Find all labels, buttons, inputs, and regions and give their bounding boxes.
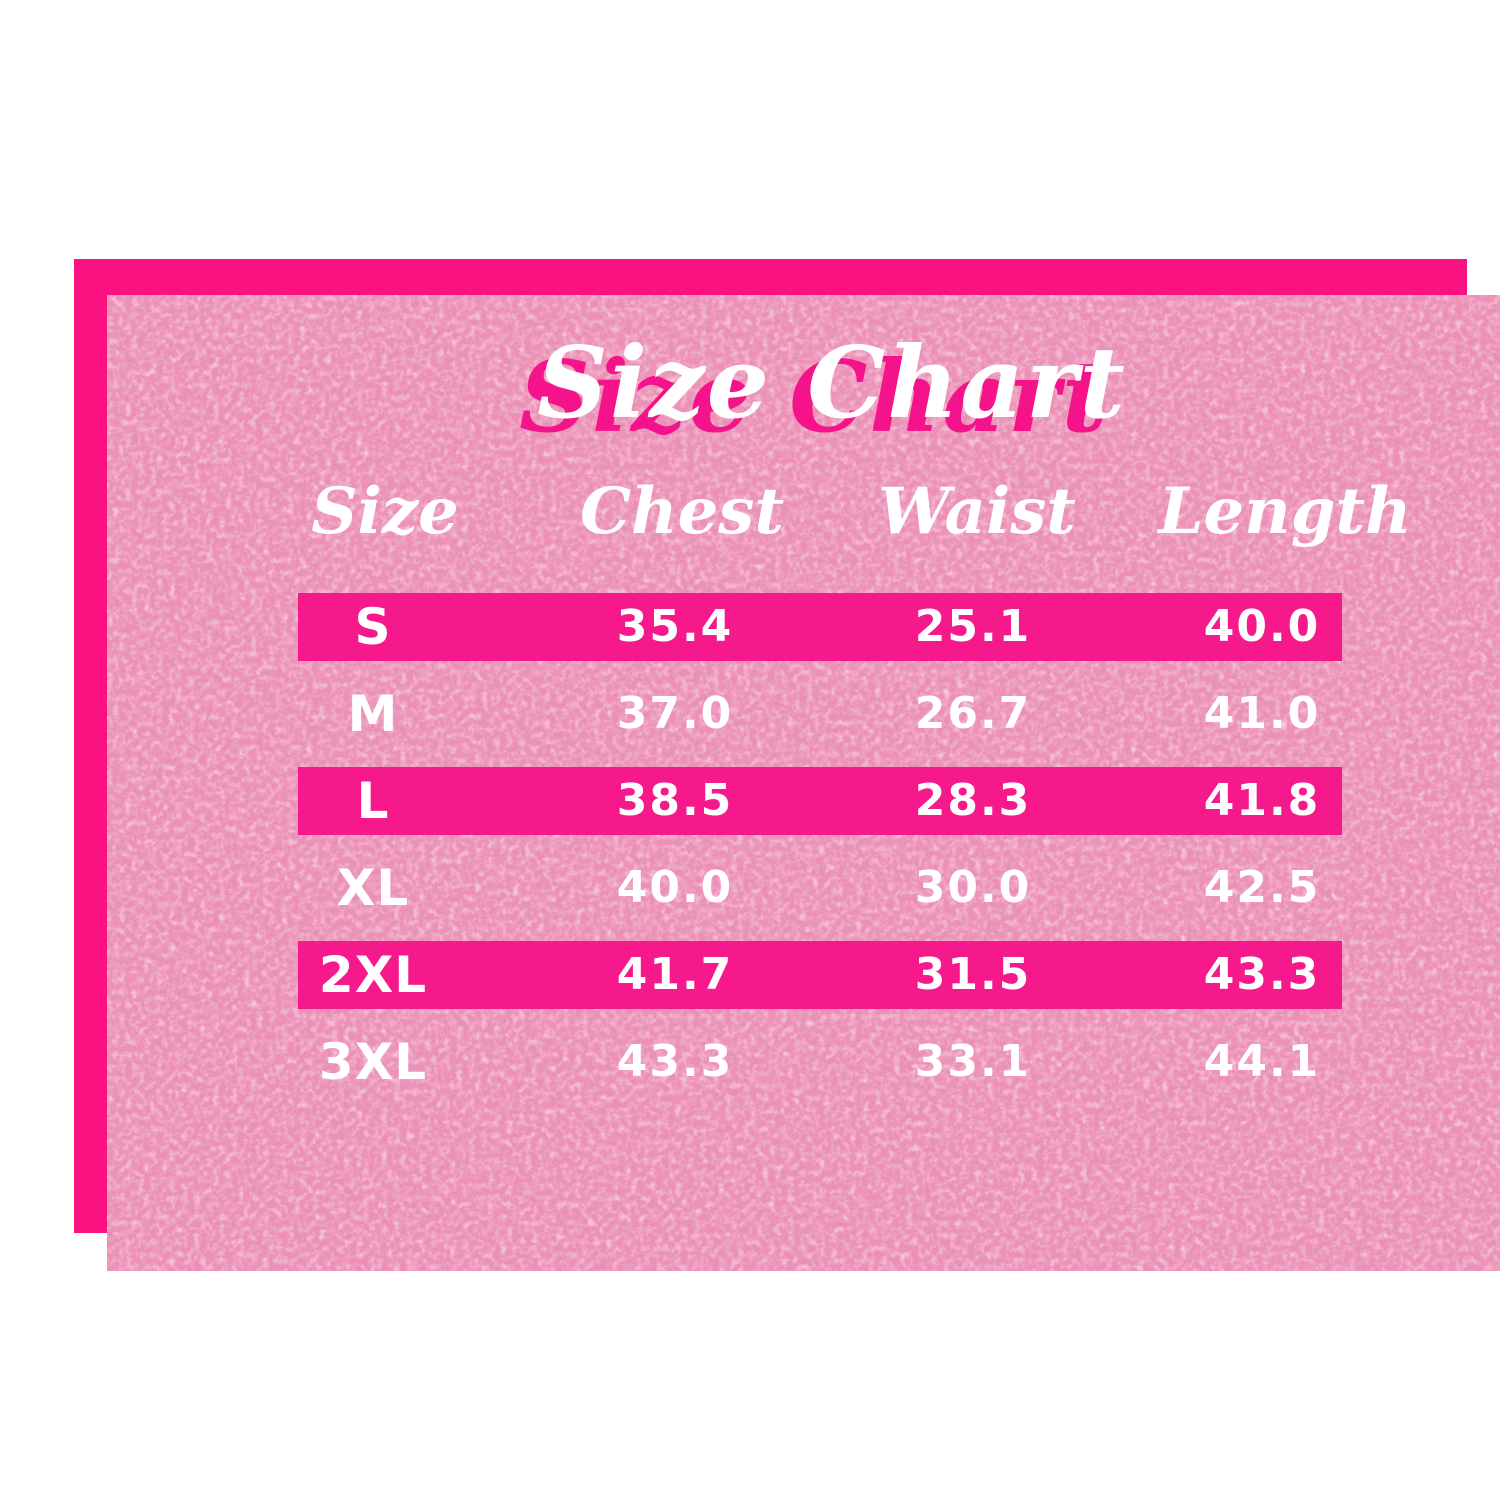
waist-cell: 31.5 [914,949,1032,1000]
table-row: L 38.5 28.3 41.8 [298,767,1342,835]
waist-cell: 28.3 [914,775,1032,826]
table-row: 3XL 43.3 33.1 44.1 [298,1028,1342,1096]
table-row: XL 40.0 30.0 42.5 [298,854,1342,922]
table-row: M 37.0 26.7 41.0 [298,680,1342,748]
chest-cell: 40.0 [616,862,734,913]
column-header-length: Length [1158,474,1412,549]
waist-cell: 30.0 [914,862,1032,913]
length-cell: 42.5 [1203,862,1321,913]
chest-cell: 35.4 [616,601,734,652]
chest-cell: 43.3 [616,1036,734,1087]
size-cell: S [354,598,392,656]
size-cell: M [347,685,399,743]
waist-cell: 33.1 [914,1036,1032,1087]
column-header-chest: Chest [580,474,784,549]
size-cell: 2XL [318,946,428,1004]
length-cell: 43.3 [1203,949,1321,1000]
column-header-waist: Waist [878,474,1076,549]
waist-cell: 26.7 [914,688,1032,739]
length-cell: 44.1 [1203,1036,1321,1087]
chest-cell: 41.7 [616,949,734,1000]
waist-cell: 25.1 [914,601,1032,652]
column-header-size: Size [311,474,459,549]
table-row: 2XL 41.7 31.5 43.3 [298,941,1342,1009]
length-cell: 41.0 [1203,688,1321,739]
size-cell: 3XL [318,1033,428,1091]
chest-cell: 37.0 [616,688,734,739]
size-cell: XL [336,859,410,917]
page-title: Size Chart [537,326,1127,441]
length-cell: 41.8 [1203,775,1321,826]
chest-cell: 38.5 [616,775,734,826]
table-row: S 35.4 25.1 40.0 [298,593,1342,661]
length-cell: 40.0 [1203,601,1321,652]
size-cell: L [356,772,390,830]
